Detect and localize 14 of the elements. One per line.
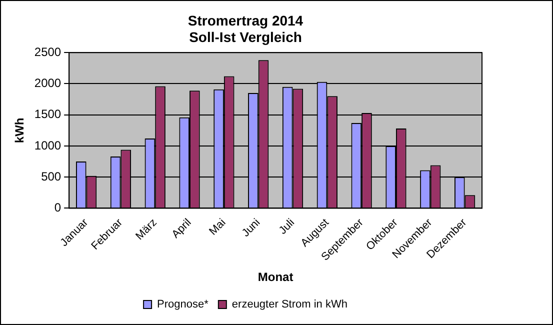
chart-title: Stromertrag 2014 Soll-Ist Vergleich xyxy=(188,12,304,46)
legend-label: erzeugter Strom in kWh xyxy=(232,298,348,311)
y-axis-title: kWh xyxy=(12,118,27,144)
legend-label: Prognose* xyxy=(157,298,210,311)
y-tick-label: 500 xyxy=(41,169,62,184)
y-tick-label: 2000 xyxy=(34,76,62,90)
x-tick-label: Juni xyxy=(240,216,263,240)
y-tick-label: 0 xyxy=(54,200,62,215)
x-tick-label: Juli xyxy=(276,216,298,237)
x-tick-label: Mai xyxy=(207,216,228,238)
y-tick-label: 2500 xyxy=(34,44,62,59)
y-tick-label: 1000 xyxy=(34,138,62,152)
y-tick-label: 1500 xyxy=(34,107,62,122)
x-axis-title: Monat xyxy=(258,270,294,284)
